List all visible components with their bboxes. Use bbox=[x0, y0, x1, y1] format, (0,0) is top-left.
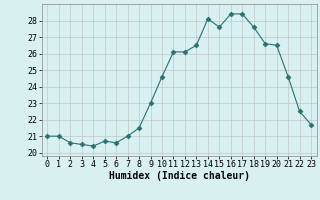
X-axis label: Humidex (Indice chaleur): Humidex (Indice chaleur) bbox=[109, 171, 250, 181]
